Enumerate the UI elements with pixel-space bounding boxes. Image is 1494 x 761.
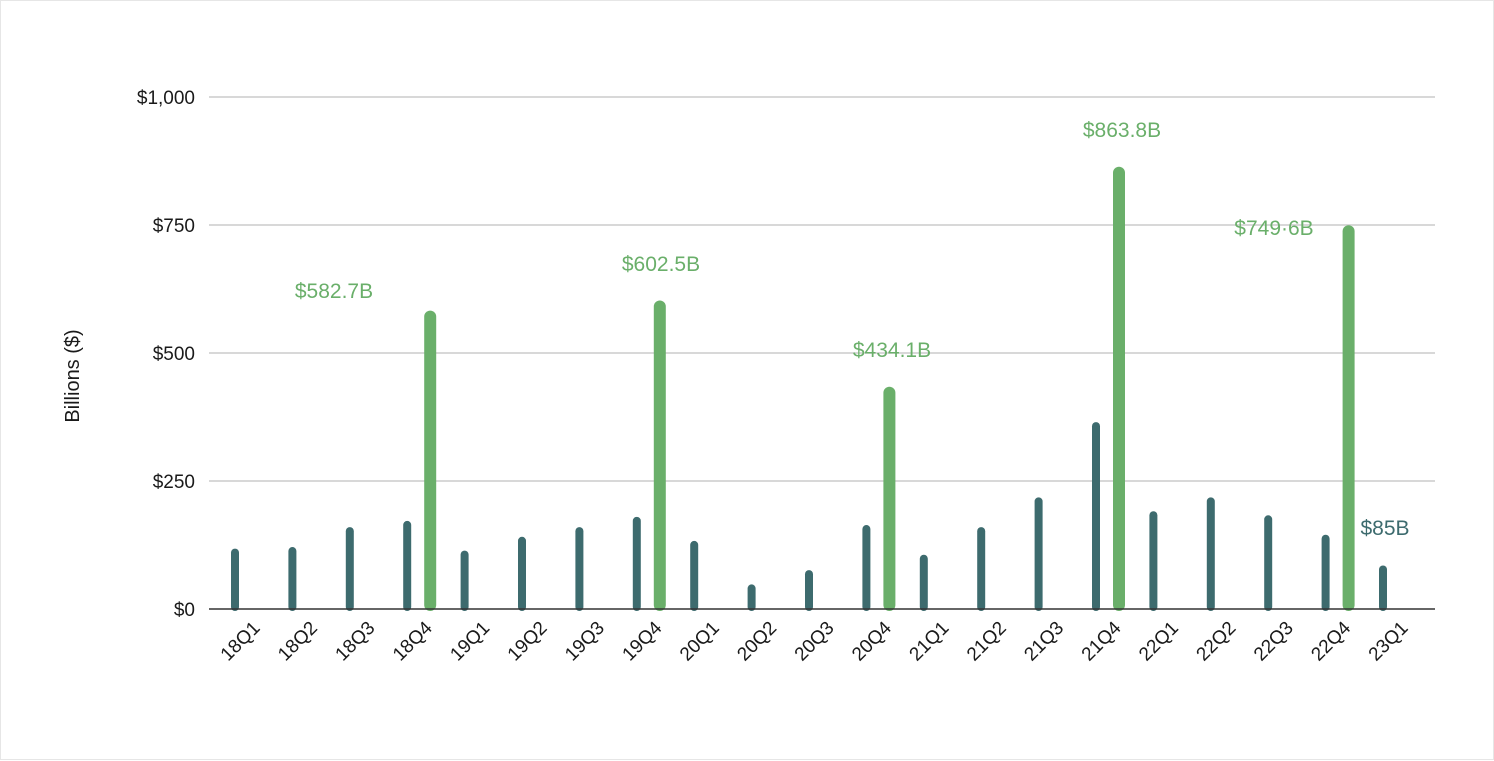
gridlines — [209, 96, 1435, 482]
bar-20Q3-s0 — [805, 570, 813, 611]
data-labels: $582.7B $602.5B $434.1B $863.8B $749·6B $85B — [295, 119, 1410, 540]
x-tick-label: 22Q4 — [1307, 617, 1355, 665]
bar-20Q2-s0 — [747, 584, 756, 611]
bar-18Q2-s0 — [288, 547, 297, 611]
data-label-18Q4: $582.7B — [295, 280, 373, 303]
x-tick-label: 18Q2 — [274, 618, 322, 666]
x-tick-label: 23Q1 — [1365, 618, 1413, 666]
bar-22Q3-s0 — [1264, 515, 1273, 611]
bar-18Q1-s0 — [231, 548, 239, 611]
bar-21Q1-s0 — [919, 554, 928, 611]
bar-21Q2-s0 — [977, 527, 986, 611]
y-tick-label: $500 — [153, 344, 195, 365]
bar-19Q4-s0 — [632, 516, 641, 611]
bar-23Q1-s0 — [1379, 565, 1387, 611]
x-tick-label: 19Q3 — [561, 618, 609, 666]
x-tick-label: 21Q4 — [1078, 617, 1126, 665]
bar-20Q1-s0 — [690, 540, 699, 611]
bar-21Q4-s1 — [1113, 166, 1125, 611]
x-tick-label: 20Q3 — [791, 618, 839, 666]
x-tick-label: 18Q3 — [332, 618, 380, 666]
x-tick-label: 18Q1 — [217, 618, 265, 666]
x-tick-label: 21Q3 — [1020, 618, 1068, 666]
x-tick-label: 20Q4 — [848, 617, 896, 665]
bar-18Q3-s0 — [345, 527, 354, 611]
bar-19Q3-s0 — [575, 527, 584, 611]
bar-22Q1-s0 — [1149, 511, 1158, 611]
x-tick-label: 21Q1 — [906, 618, 954, 666]
x-tick-label: 19Q2 — [504, 618, 552, 666]
bar-18Q4-s1 — [424, 310, 437, 611]
bar-20Q4-s0 — [862, 525, 871, 611]
bar-19Q4-s1 — [653, 300, 666, 611]
x-tick-label: 19Q1 — [446, 618, 494, 666]
x-tick-label: 22Q2 — [1193, 618, 1241, 666]
x-tick-label: 20Q2 — [733, 618, 781, 666]
bar-22Q4-s1 — [1342, 225, 1355, 611]
data-label-22Q4: $749·6B — [1234, 217, 1313, 240]
y-axis-title: Billions ($) — [62, 329, 84, 422]
bar-20Q4-s1 — [883, 386, 896, 611]
x-tick-label: 20Q1 — [676, 618, 724, 666]
y-tick-label: $250 — [153, 472, 195, 493]
bars — [231, 166, 1387, 611]
bar-18Q4-s0 — [403, 520, 412, 611]
y-tick-label: $750 — [153, 216, 195, 237]
bar-21Q3-s0 — [1034, 497, 1043, 611]
x-tick-label: 18Q4 — [389, 617, 437, 665]
data-label-21Q4: $863.8B — [1083, 119, 1161, 142]
data-label-20Q4: $434.1B — [853, 339, 931, 362]
bar-21Q4-s0 — [1092, 422, 1100, 611]
x-axis-ticks: 18Q1 18Q2 18Q3 18Q4 19Q1 19Q2 19Q3 19Q4 20Q1 20Q2… — [217, 617, 1413, 665]
bar-22Q2-s0 — [1206, 497, 1215, 611]
y-tick-label: $0 — [174, 600, 195, 621]
x-tick-label: 22Q1 — [1135, 618, 1183, 666]
bar-22Q4-s0 — [1321, 534, 1330, 611]
y-tick-label: $1,000 — [137, 88, 195, 109]
x-tick-label: 19Q4 — [619, 617, 667, 665]
y-axis-ticks: $0 $250 $500 $750 $1,000 — [137, 88, 195, 621]
bar-19Q2-s0 — [518, 536, 526, 611]
data-label-19Q4: $602.5B — [622, 253, 700, 276]
bar-19Q1-s0 — [460, 550, 469, 611]
data-label-23Q1: $85B — [1360, 517, 1409, 540]
x-tick-label: 21Q2 — [963, 618, 1011, 666]
x-tick-label: 22Q3 — [1250, 618, 1298, 666]
